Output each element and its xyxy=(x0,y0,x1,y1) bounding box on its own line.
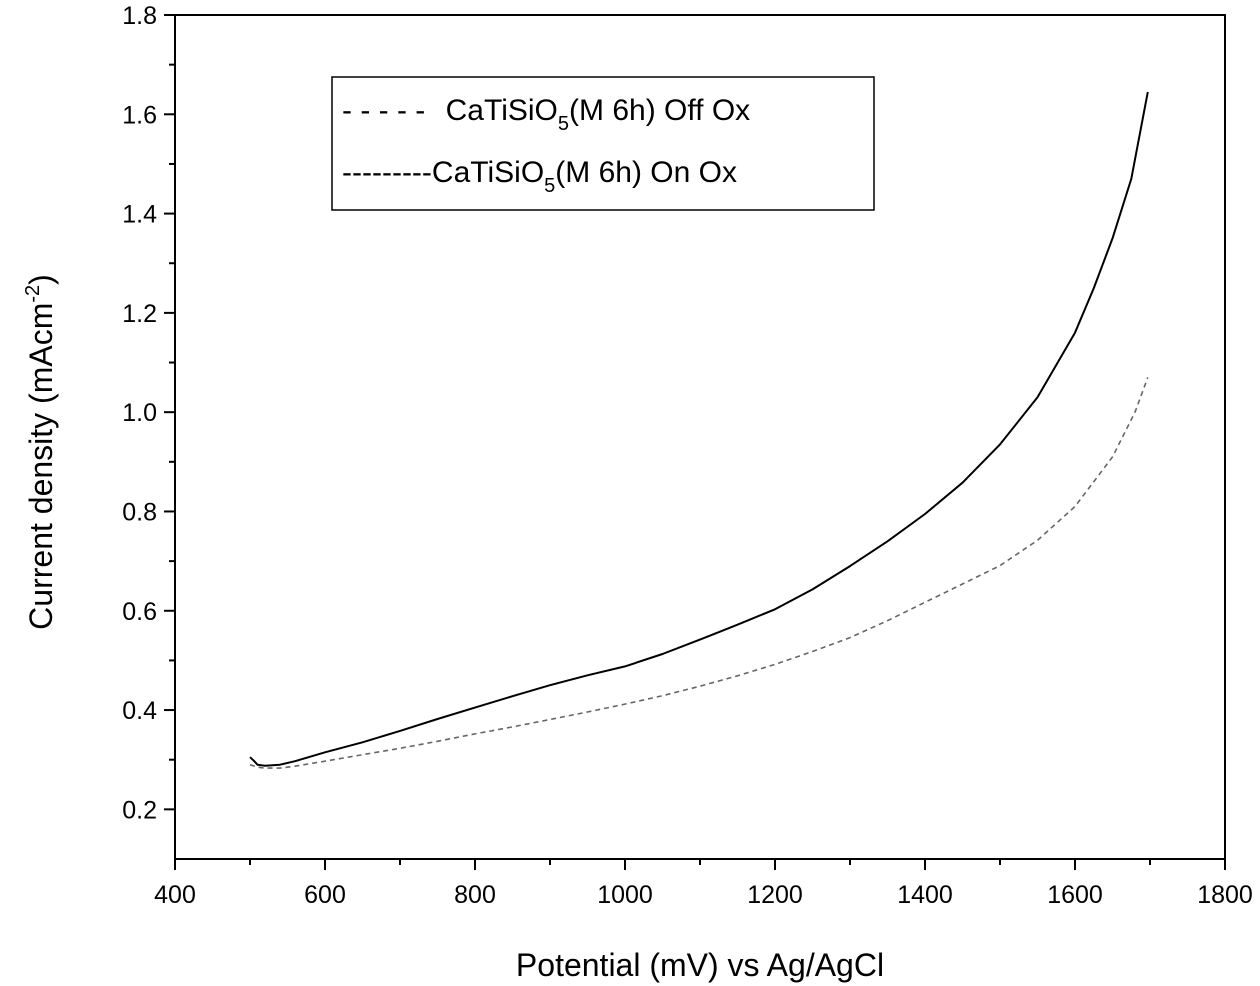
y-axis-title-close: ) xyxy=(23,274,59,285)
legend-label-off-sub: 5 xyxy=(558,113,569,135)
series-layer xyxy=(249,91,1149,769)
x-tick-label: 1400 xyxy=(897,881,953,909)
y-tick-label: 0.6 xyxy=(122,598,157,626)
legend-label-off-rest: (M 6h) Off Ox xyxy=(569,94,750,127)
y-axis-title-main: Current density (mAcm xyxy=(23,303,59,630)
legend: - - - - - CaTiSiO5(M 6h) Off Ox --------… xyxy=(331,76,875,211)
legend-label-on-rest: (M 6h) On Ox xyxy=(555,156,737,189)
y-axis: 0.2 0.4 0.6 0.8 1.0 1.2 1.4 1.6 1.8 xyxy=(122,2,175,824)
x-tick-label: 600 xyxy=(304,881,346,909)
x-tick-label: 800 xyxy=(454,881,496,909)
y-tick-label: 1.2 xyxy=(122,300,157,328)
x-axis: 400 600 800 1000 1200 1400 1600 1800 xyxy=(154,859,1253,909)
legend-label-off-base: CaTiSiO xyxy=(446,94,558,127)
x-tick-label: 1000 xyxy=(597,881,653,909)
series-line-off xyxy=(249,377,1149,769)
y-tick-label: 1.4 xyxy=(122,201,157,229)
x-axis-title: Potential (mV) vs Ag/AgCl xyxy=(516,947,884,983)
legend-entry-on: ---------CaTiSiO5(M 6h) On Ox xyxy=(342,156,737,197)
x-tick-label: 1800 xyxy=(1197,881,1253,909)
legend-label-on-base: CaTiSiO xyxy=(432,156,544,189)
y-axis-title: Current density (mAcm-2) xyxy=(22,274,59,630)
y-tick-label: 1.6 xyxy=(122,101,157,129)
y-tick-label: 0.8 xyxy=(122,498,157,526)
y-axis-title-sup: -2 xyxy=(22,285,44,303)
y-tick-label: 1.8 xyxy=(122,2,157,30)
y-tick-label: 0.4 xyxy=(122,697,157,725)
x-tick-label: 1200 xyxy=(747,881,803,909)
y-tick-label: 0.2 xyxy=(122,796,157,824)
series-line-on xyxy=(249,91,1149,767)
legend-sample-on: --------- xyxy=(342,156,432,189)
legend-sample-off: - - - - - xyxy=(342,94,425,127)
x-tick-label: 400 xyxy=(154,881,196,909)
legend-box xyxy=(331,76,875,211)
y-tick-label: 1.0 xyxy=(122,399,157,427)
legend-entry-off: - - - - - CaTiSiO5(M 6h) Off Ox xyxy=(342,94,750,135)
x-tick-label: 1600 xyxy=(1047,881,1103,909)
legend-label-on-sub: 5 xyxy=(544,175,555,197)
